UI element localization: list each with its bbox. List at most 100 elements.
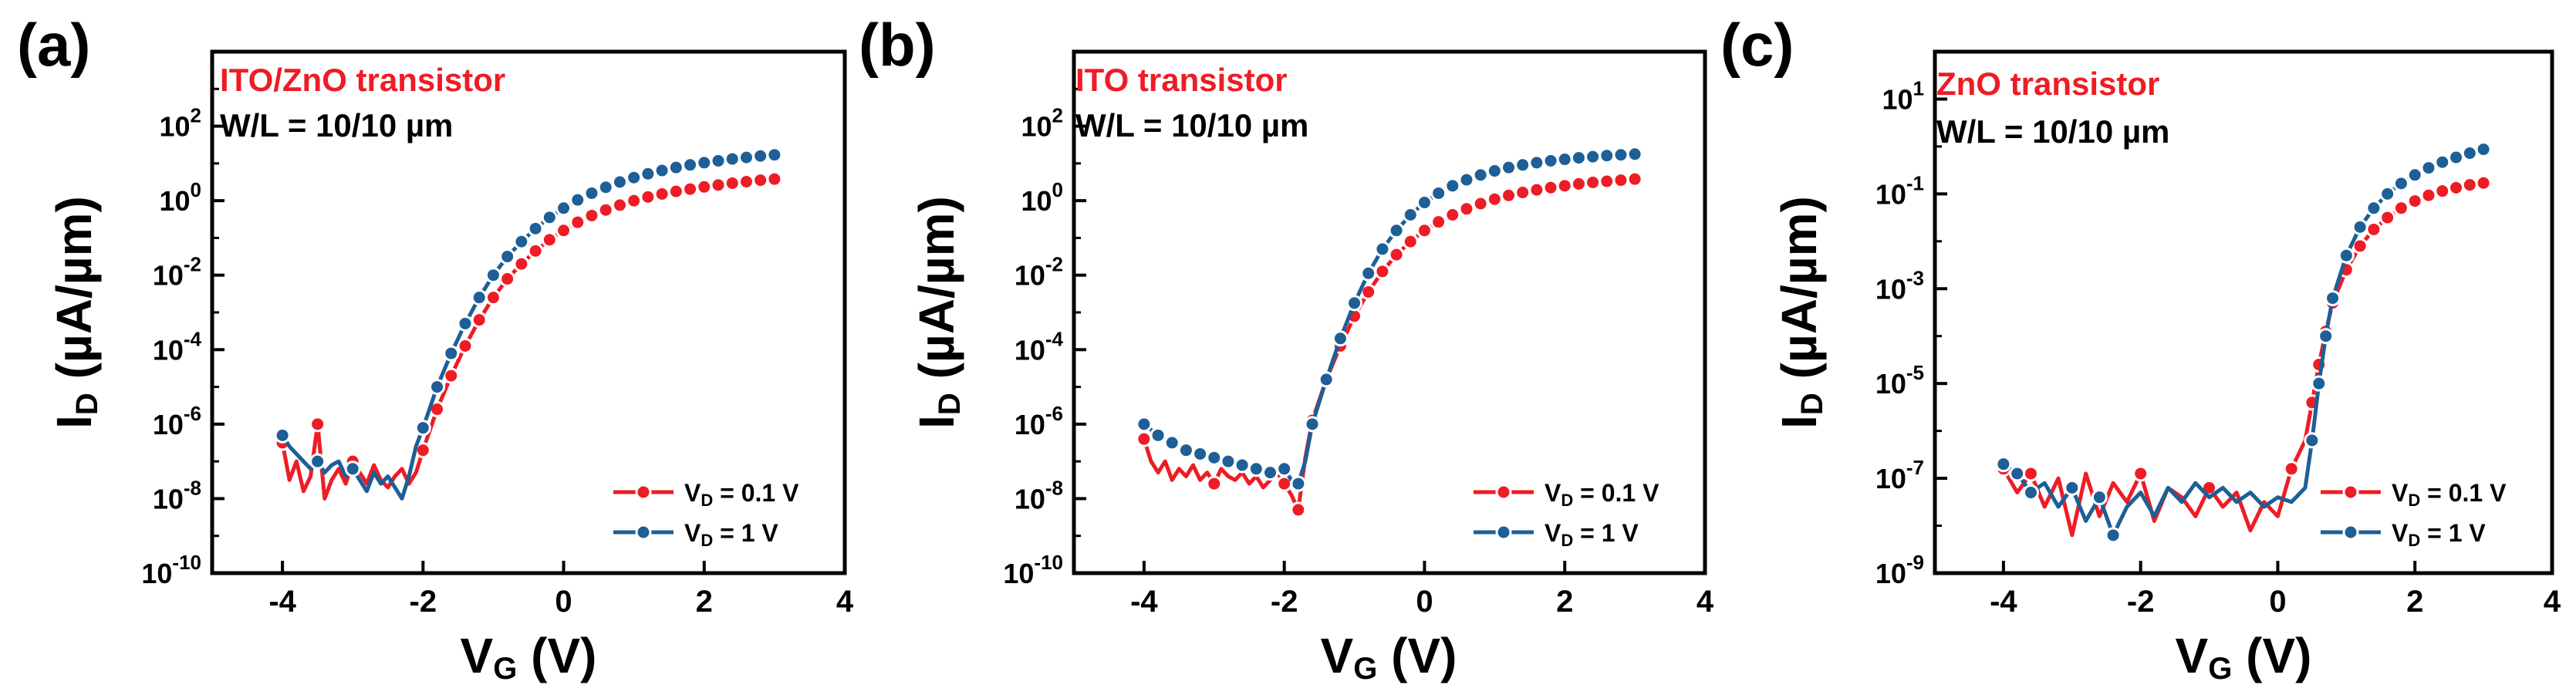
legend-marker: [2342, 524, 2359, 541]
geometry-label: W/L = 10/10 µm: [1936, 113, 2169, 150]
data-point: [1626, 146, 1643, 163]
data-point: [1136, 430, 1153, 447]
legend-label: VD = 0.1 V: [1545, 479, 1659, 510]
x-axis-label: VG (V): [1321, 628, 1457, 686]
y-axis-label-main: I: [1771, 415, 1827, 429]
data-point: [1304, 416, 1321, 433]
data-point: [710, 177, 727, 194]
data-point: [1388, 246, 1405, 263]
data-point: [2132, 465, 2149, 482]
y-tick-base: 10: [1015, 260, 1045, 292]
y-tick-base: 10: [1875, 368, 1906, 400]
data-point: [1514, 157, 1531, 174]
x-tick-label: 2: [1556, 585, 1573, 619]
y-tick-exponent: -5: [1906, 361, 1924, 384]
data-point: [569, 214, 586, 231]
y-tick-base: 10: [1015, 483, 1045, 515]
data-point: [738, 174, 755, 191]
data-point: [457, 315, 474, 332]
legend-label-subscript: D: [701, 531, 713, 550]
y-axis-label: ID (µA/µm): [1771, 196, 1829, 429]
y-tick-exponent: 0: [191, 178, 201, 201]
y-axis-label-unit: (µA/µm): [909, 196, 964, 393]
data-point: [766, 147, 783, 164]
data-point: [1612, 172, 1629, 189]
data-point: [1542, 179, 1559, 196]
series-vd-0-1v: [1995, 174, 2492, 538]
y-tick-base: 10: [153, 409, 184, 440]
y-axis-label-unit: (µA/µm): [46, 196, 102, 393]
device-title: ZnO transistor: [1936, 66, 2159, 102]
y-tick-label: 100: [1021, 178, 1063, 217]
legend-marker: [1495, 484, 1512, 501]
data-point: [2475, 141, 2492, 158]
legend-label: VD = 1 V: [2392, 519, 2486, 550]
y-tick-label: 10-8: [153, 476, 201, 515]
plot-frame: [1933, 49, 2554, 575]
series-vd-1v: [1136, 146, 1643, 492]
data-point: [1599, 147, 1615, 164]
y-tick-label: 10-3: [1875, 266, 1924, 305]
data-point: [2105, 527, 2122, 544]
data-point: [583, 207, 600, 224]
data-point: [597, 179, 614, 196]
y-tick-label: 10-6: [1015, 402, 1063, 440]
data-point: [1247, 461, 1264, 477]
data-point: [1220, 453, 1237, 470]
data-point: [682, 180, 699, 197]
y-tick-base: 10: [159, 111, 190, 143]
data-point: [443, 345, 460, 362]
y-tick-exponent: -1: [1906, 171, 1924, 194]
data-point: [1430, 184, 1447, 201]
data-point: [443, 367, 460, 384]
data-point: [1374, 241, 1391, 258]
legend: VD = 0.1 VVD = 1 V: [2321, 479, 2507, 550]
series-line: [1143, 152, 1636, 486]
legend-label-value: = 1 V: [2420, 519, 2486, 547]
x-axis-label-main: V: [461, 628, 494, 683]
data-point: [1234, 457, 1251, 474]
data-point: [2392, 175, 2409, 192]
x-axis-label-subscript: G: [493, 652, 517, 686]
data-point: [2009, 465, 2026, 482]
panel-label: (a): [17, 11, 90, 79]
x-tick-label: -2: [410, 585, 437, 619]
legend-label-value: = 0.1 V: [2420, 479, 2507, 507]
data-point: [1556, 151, 1573, 168]
data-point: [513, 233, 530, 250]
geometry-label: W/L = 10/10 µm: [220, 107, 453, 143]
panel-b: (b)-4 -2 0 2 410-1010-810-610-410-2100102ITO…: [859, 11, 1714, 686]
data-point: [696, 178, 713, 195]
data-point: [1458, 201, 1475, 218]
data-point: [1501, 187, 1518, 204]
data-point: [2379, 209, 2396, 226]
x-tick-label: -2: [2127, 585, 2155, 619]
data-point: [1318, 371, 1335, 388]
y-tick-exponent: -6: [1045, 402, 1063, 425]
y-tick-exponent: -3: [1906, 266, 1924, 289]
y-tick-base: 10: [159, 185, 190, 217]
y-tick-exponent: 2: [1052, 104, 1063, 127]
x-axis-label-subscript: G: [2208, 652, 2232, 686]
data-point: [1290, 475, 1307, 492]
data-point: [1626, 170, 1643, 187]
data-point: [682, 157, 699, 174]
data-point: [1599, 173, 1615, 190]
legend: VD = 0.1 VVD = 1 V: [613, 479, 799, 550]
data-point: [667, 159, 684, 176]
legend-label: VD = 1 V: [1545, 519, 1639, 550]
data-point: [1486, 163, 1503, 180]
legend-label-main: V: [1545, 479, 1561, 507]
legend-marker: [635, 524, 652, 541]
x-tick-label: 0: [1416, 585, 1433, 619]
legend-label: VD = 0.1 V: [684, 479, 799, 510]
data-point: [1206, 475, 1223, 492]
x-axis-label-unit: (V): [1377, 628, 1457, 683]
data-point: [1995, 456, 2012, 473]
y-tick-label: 10-5: [1875, 361, 1924, 400]
panel-label: (b): [859, 11, 936, 79]
data-point: [1261, 464, 1278, 481]
data-point: [653, 185, 670, 202]
data-point: [2351, 218, 2368, 235]
